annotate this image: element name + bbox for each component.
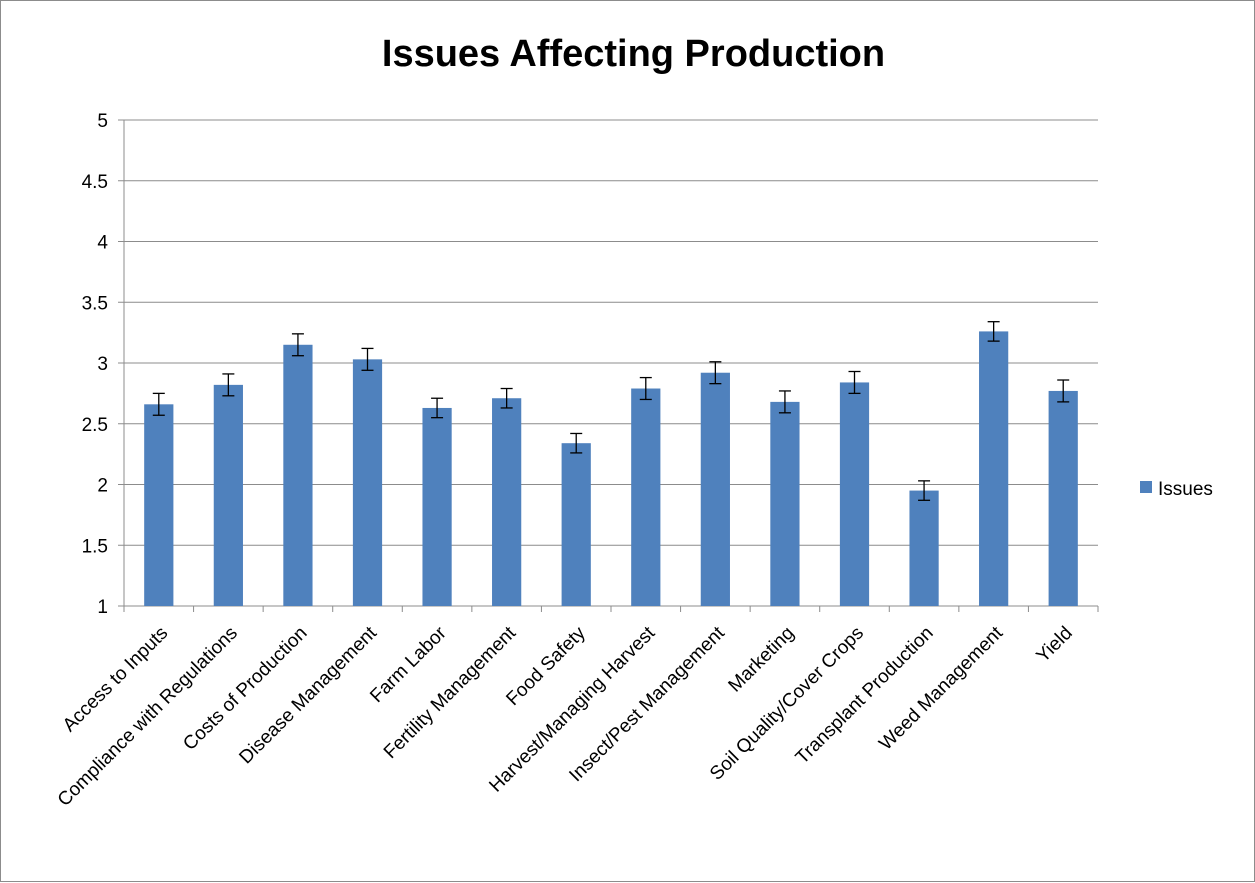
x-category-label: Weed Management [875, 622, 1007, 754]
bar [770, 401, 800, 606]
gridlines [124, 119, 1098, 546]
bar [492, 398, 522, 606]
error-bar [1057, 379, 1070, 403]
error-bar [778, 390, 791, 414]
y-tick-label: 2.5 [82, 415, 108, 436]
legend-label: Issues [1158, 479, 1213, 500]
error-bar [570, 432, 583, 454]
bar [700, 372, 730, 606]
bar [561, 443, 591, 606]
y-tick-label: 3 [97, 354, 108, 375]
axes [118, 119, 1099, 612]
error-bar [848, 370, 861, 395]
bar [1048, 390, 1078, 606]
bar [352, 359, 383, 606]
bar [144, 404, 174, 606]
x-category-label: Disease Management [235, 622, 381, 768]
error-bar [987, 321, 1000, 342]
legend: Issues [1140, 479, 1213, 500]
bar [213, 384, 243, 606]
bar [283, 344, 313, 606]
x-category-label: Transplant Production [792, 623, 938, 769]
bar [422, 407, 452, 606]
bar [631, 388, 661, 606]
bar [979, 331, 1009, 606]
legend-swatch [1140, 481, 1152, 493]
y-tick-label: 2 [97, 476, 108, 497]
bar [839, 382, 870, 606]
error-bar [291, 333, 304, 357]
error-bar [639, 376, 652, 401]
error-bar [709, 361, 722, 385]
error-bar [361, 347, 374, 371]
y-tick-label: 1 [97, 597, 108, 618]
error-bar [431, 397, 444, 419]
x-category-label: Yield [1033, 623, 1077, 667]
y-tick-label: 4.5 [82, 172, 108, 193]
y-tick-label: 5 [97, 111, 108, 132]
y-tick-label: 1.5 [82, 536, 108, 557]
x-category-label: Fertility Management [380, 622, 521, 763]
chart-title: Issues Affecting Production [381, 33, 886, 75]
y-tick-label: 3.5 [82, 293, 108, 314]
error-bar [222, 373, 235, 397]
error-bars [152, 321, 1070, 501]
error-bar [152, 392, 165, 416]
error-bar [918, 480, 931, 501]
x-category-label: Marketing [725, 623, 799, 697]
bars [144, 331, 1078, 606]
bar [909, 490, 939, 606]
y-tick-labels: 1 1.5 2 2.5 3 3.5 4 4.5 5 [82, 111, 109, 618]
y-tick-label: 4 [97, 233, 108, 254]
x-category-label: Costs of Production [179, 623, 311, 755]
error-bar [500, 387, 513, 409]
